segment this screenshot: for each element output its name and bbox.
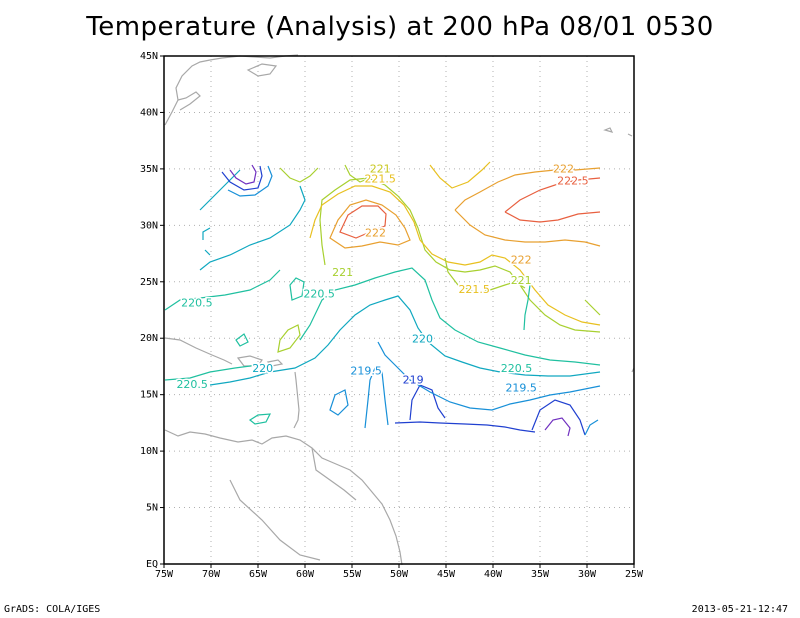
x-tick-label: 25W [625,569,644,580]
x-tick-label: 65W [249,569,268,580]
y-tick-label: 45N [140,51,158,62]
x-tick-label: 70W [202,569,221,580]
x-tick-label: 60W [296,569,315,580]
antilles-arc [293,371,300,429]
temperature-contours [164,161,601,437]
y-axis: EQ 5N 10N 15N 20N 25N 30N 35N 40N 45N [140,51,164,570]
contour-219-5-upper [227,165,273,197]
x-tick-label: 45W [437,569,456,580]
contour-220-5-c [248,413,272,425]
y-tick-label: 15N [140,390,158,401]
land-outlines [164,54,635,566]
x-tick-label: 30W [578,569,597,580]
guiana-borders [311,447,357,501]
contour-218-5 [544,417,571,437]
contour-label: 220 [252,362,273,375]
x-axis: 75W 70W 65W 60W 55W 50W 45W 40W 35W 30W 25W [155,564,644,580]
contour-label: 220.5 [501,362,533,375]
contour-label: 221.5 [458,283,490,296]
contour-label: 221 [511,274,532,287]
contour-220-upper [199,169,306,271]
contour-label: 219.5 [350,364,382,377]
hispaniola-coast [236,355,263,367]
contour-218-upper [229,164,257,185]
contour-label: 220.5 [303,288,335,301]
contour-label: 222 [553,162,574,175]
contour-219-5-d [584,419,599,436]
contour-label: 222 [365,227,386,240]
nova-scotia-coast [177,91,201,111]
grid-lines [164,56,634,564]
south-america-interior-border [229,479,321,561]
contour-label: 221 [370,162,391,175]
contour-219-5-b [364,367,389,429]
y-tick-label: 30N [140,220,158,231]
y-tick-label: 25N [140,277,158,288]
contour-label: 219.5 [505,381,537,394]
cuba-coast [164,337,233,365]
contour-label: 222 [511,254,532,267]
page-title: Temperature (Analysis) at 200 hPa 08/01 … [86,12,714,42]
contour-222-a [329,199,411,249]
x-tick-label: 75W [155,569,174,580]
contour-219-b [409,384,446,421]
contour-219-5-c [329,389,349,416]
contour-labels: 221221.5222222222.5222221221.5221220.522… [175,161,590,396]
footer-right: 2013-05-21-12:47 [691,604,788,615]
contour-220-5-d [235,333,249,347]
x-tick-label: 50W [390,569,409,580]
contour-221-a [279,164,373,183]
puerto-rico-coast [266,359,284,367]
north-america-coast [164,54,299,126]
contour-221-c [444,257,601,316]
contour-219 [394,421,536,433]
contour-label: 220.5 [176,378,208,391]
x-tick-label: 35W [531,569,550,580]
contour-219-upper [221,165,263,191]
contour-label: 219 [403,373,424,386]
contour-220 [209,295,601,386]
y-tick-label: 40N [140,107,158,118]
south-america-coast [164,429,403,566]
contour-220-5-a [164,364,259,381]
y-tick-label: 20N [140,333,158,344]
y-tick-label: 35N [140,164,158,175]
y-tick-label: 10N [140,446,158,457]
contour-label: 222.5 [557,175,589,188]
x-tick-label: 40W [484,569,503,580]
footer-left: GrADS: COLA/IGES [4,604,101,615]
contour-220-5-f [523,284,531,331]
contour-label: 220 [412,333,433,346]
x-tick-label: 55W [343,569,362,580]
contour-label: 221.5 [364,172,396,185]
contour-222-b [454,167,601,247]
contour-219-b2 [531,399,586,436]
contour-220-5-b [164,267,601,366]
contour-221-5 [309,161,601,326]
contour-label: 220.5 [181,297,213,310]
y-tick-label: EQ [146,559,158,570]
contour-219-5-a [377,341,601,411]
contour-221-b [277,177,601,353]
contour-222-5-a [339,205,387,239]
contour-222-5-b [504,177,601,223]
contour-label: 221 [332,266,353,279]
contour-220-5-e [289,277,305,301]
newfoundland-coast [246,63,278,77]
y-tick-label: 5N [146,503,158,514]
azores-islands [603,127,633,137]
